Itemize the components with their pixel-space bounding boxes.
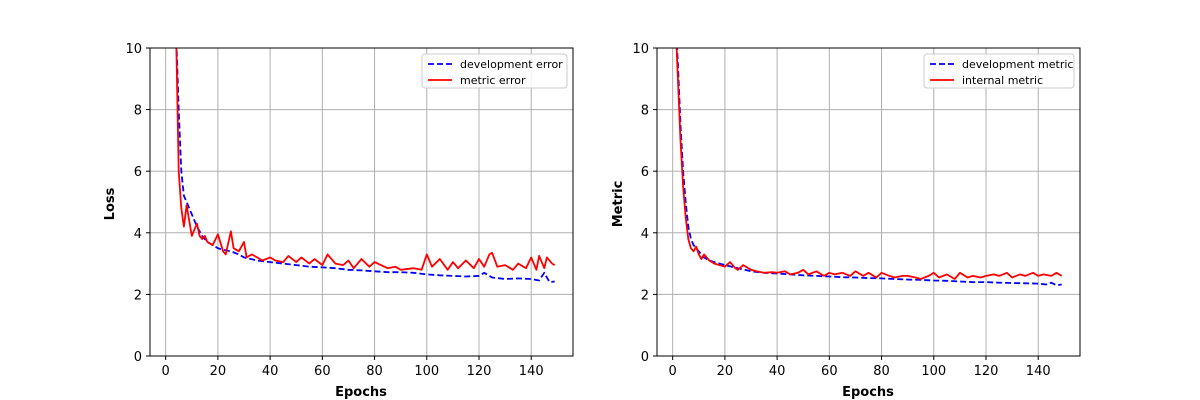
chart-1-series xyxy=(675,48,1063,287)
x-tick-label: 20 xyxy=(210,364,227,379)
x-tick-label: 100 xyxy=(921,364,946,379)
x-tick-label: 80 xyxy=(366,364,383,379)
x-tick-label: 60 xyxy=(821,364,838,379)
chart-1-xlabel: Epochs xyxy=(842,385,894,400)
chart-1-frame xyxy=(656,47,1081,357)
y-tick-label: 2 xyxy=(641,288,649,303)
x-tick-label: 40 xyxy=(769,364,786,379)
series-line-comparison xyxy=(675,48,1063,280)
y-tick-label: 8 xyxy=(641,104,649,119)
legend-box xyxy=(421,53,568,89)
x-tick-label: 140 xyxy=(1026,364,1051,379)
y-tick-label: 8 xyxy=(134,104,142,119)
y-tick-label: 6 xyxy=(134,165,142,180)
x-tick-label: 100 xyxy=(414,364,439,379)
legend-label: internal metric xyxy=(962,74,1043,87)
y-tick-label: 0 xyxy=(134,350,142,365)
x-tick-label: 0 xyxy=(669,364,677,379)
x-tick-label: 40 xyxy=(262,364,279,379)
y-tick-label: 2 xyxy=(134,288,142,303)
legend-label: development error xyxy=(460,58,563,71)
chart-0-grid xyxy=(150,47,573,357)
y-tick-label: 10 xyxy=(125,42,142,57)
chart-0-ylabel: Loss xyxy=(103,187,118,220)
chart-0-frame xyxy=(149,47,574,357)
series-line-development xyxy=(676,48,1062,287)
x-tick-label: 20 xyxy=(717,364,734,379)
x-tick-label: 0 xyxy=(162,364,170,379)
chart-0-xlabel: Epochs xyxy=(335,385,387,400)
chart-1-grid xyxy=(657,47,1080,357)
metric-chart: Metric Epochs 0 20 40 60 80 100 120 140 0 2 4 6 8 10 d… xyxy=(611,42,1081,400)
x-tick-label: 120 xyxy=(974,364,999,379)
series-line-comparison xyxy=(175,48,556,271)
chart-0-legend: development error metric error xyxy=(421,53,568,89)
y-tick-label: 0 xyxy=(641,350,649,365)
chart-0-series xyxy=(175,48,556,283)
x-tick-label: 120 xyxy=(467,364,492,379)
chart-1-legend: development metric internal metric xyxy=(923,53,1075,89)
legend-label: metric error xyxy=(460,74,526,87)
legend-label: development metric xyxy=(962,58,1073,71)
series-line-development xyxy=(175,48,555,283)
loss-chart: Loss Epochs 0 20 40 60 80 100 120 140 0 2 4 6 8 10 dev… xyxy=(103,42,574,400)
y-tick-label: 4 xyxy=(134,227,142,242)
y-tick-label: 6 xyxy=(641,165,649,180)
x-tick-label: 140 xyxy=(519,364,544,379)
y-tick-label: 4 xyxy=(641,227,649,242)
y-tick-label: 10 xyxy=(632,42,649,57)
x-tick-label: 60 xyxy=(314,364,331,379)
x-tick-label: 80 xyxy=(873,364,890,379)
chart-1-ylabel: Metric xyxy=(611,181,626,228)
legend-box xyxy=(923,53,1075,89)
